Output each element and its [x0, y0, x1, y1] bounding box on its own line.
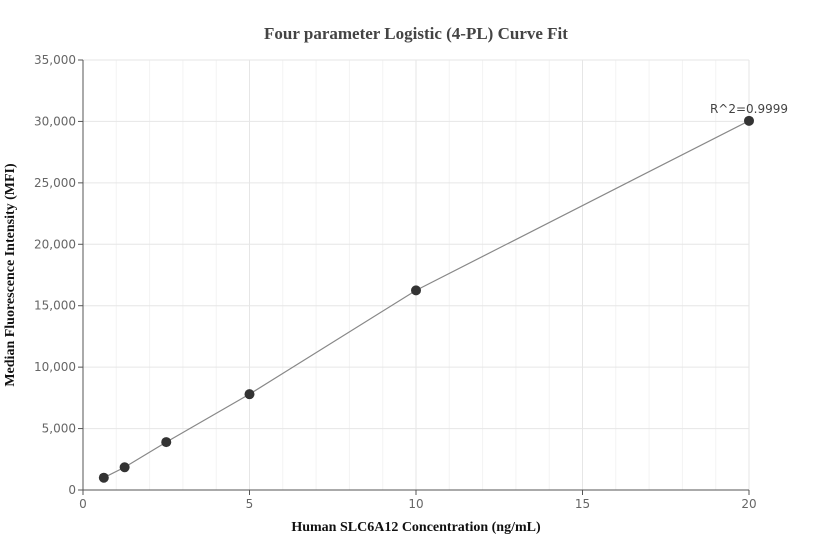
y-tick-label: 10,000	[34, 360, 76, 374]
chart-title: Four parameter Logistic (4-PL) Curve Fit	[264, 24, 568, 43]
x-tick-label: 15	[575, 497, 590, 511]
data-point	[744, 115, 754, 126]
x-axis-title: Human SLC6A12 Concentration (ng/mL)	[291, 520, 541, 535]
data-point	[98, 472, 109, 483]
y-tick-label: 30,000	[34, 114, 76, 128]
data-points	[98, 115, 754, 483]
data-point	[244, 389, 255, 400]
data-point	[161, 437, 172, 448]
minor-grid	[115, 60, 717, 490]
data-point	[119, 462, 130, 473]
y-tick-label: 5,000	[42, 422, 76, 436]
y-tick-label: 35,000	[34, 53, 76, 67]
y-axis-title: Median Fluorescence Intensity (MFI)	[3, 163, 18, 387]
y-tick-label: 20,000	[34, 237, 76, 251]
y-tick-label: 15,000	[34, 299, 76, 313]
y-tick-label: 0	[68, 483, 76, 497]
y-tick-label: 25,000	[34, 176, 76, 190]
x-tick-label: 5	[246, 497, 254, 511]
fit-curve-layer	[103, 120, 750, 479]
x-tick-label: 0	[79, 497, 87, 511]
data-point	[411, 285, 421, 296]
x-axis-ticks: 0 5 10 15 20	[79, 490, 757, 511]
fit-curve-line	[103, 120, 750, 479]
x-tick-label: 20	[741, 497, 756, 511]
r-squared-annotation: R^2=0.9999	[710, 102, 788, 116]
major-grid	[83, 59, 750, 490]
y-axis-ticks: 0 5,000 10,000 15,000 20,000 25,000 30,000 35,0…	[34, 53, 83, 497]
x-tick-label: 10	[408, 497, 423, 511]
